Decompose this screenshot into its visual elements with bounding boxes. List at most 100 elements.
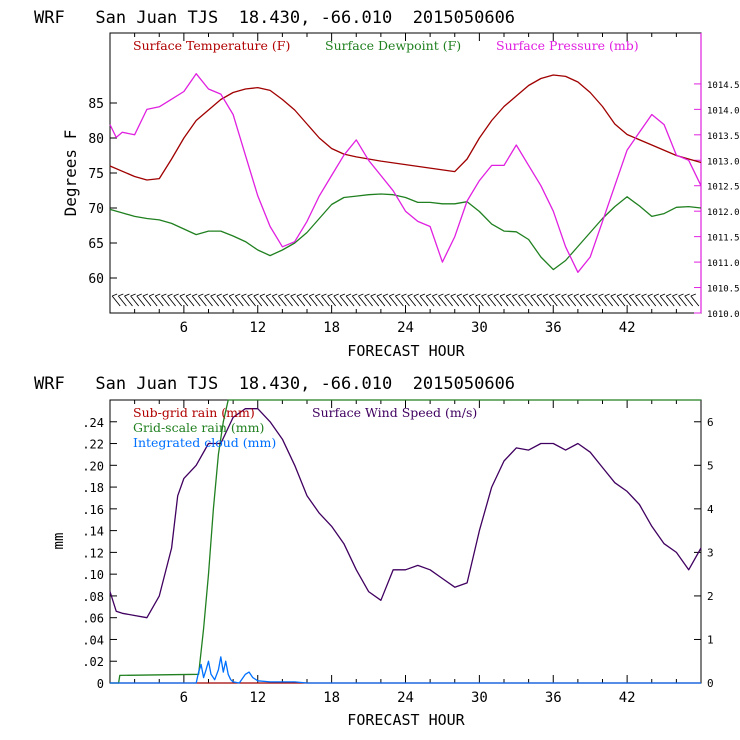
wind-barb bbox=[555, 295, 564, 307]
wind-barb-flag bbox=[192, 293, 198, 297]
wind-barb-flag bbox=[647, 293, 653, 297]
legend-grid-scale-rain: Grid-scale rain (mm) bbox=[133, 420, 264, 435]
wind-barb-flag bbox=[592, 293, 598, 297]
top-y-tick-label: 85 bbox=[88, 97, 104, 112]
wind-barb bbox=[653, 295, 663, 307]
wind-barb-flag bbox=[118, 293, 124, 297]
wind-barb-flag bbox=[635, 293, 641, 297]
wind-barb bbox=[622, 295, 632, 307]
bottom-y2-tick-label: 3 bbox=[707, 546, 714, 559]
wind-barb bbox=[518, 295, 527, 307]
wind-barb-flag bbox=[549, 293, 555, 297]
wind-barb bbox=[265, 295, 275, 307]
wind-barb bbox=[401, 295, 410, 307]
wind-barb-flag bbox=[376, 293, 383, 297]
wind-barb bbox=[216, 295, 226, 307]
bottom-y-tick-label: .04 bbox=[82, 633, 104, 647]
top-y2-tick-label: 1013.0 bbox=[707, 157, 740, 167]
bottom-series-lines bbox=[109, 399, 702, 684]
bottom-x-tick-label: 42 bbox=[619, 690, 636, 706]
wind-barb-flag bbox=[469, 293, 475, 297]
top-y2-tick-label: 1012.5 bbox=[707, 183, 740, 193]
wind-barb-flag bbox=[142, 293, 149, 297]
wind-barb-flag bbox=[302, 293, 309, 297]
wind-barb-flag bbox=[622, 293, 629, 297]
wind-barb bbox=[333, 295, 343, 307]
wind-barb bbox=[548, 295, 558, 307]
wind-barb-flag bbox=[185, 293, 192, 297]
bottom-chart-title: WRF San Juan TJS 18.430, -66.010 2015050… bbox=[34, 374, 515, 394]
wind-barb bbox=[185, 295, 195, 307]
wind-barb bbox=[154, 295, 164, 307]
wind-barb bbox=[475, 295, 484, 307]
wind-barb bbox=[222, 295, 232, 307]
wind-barb-flag bbox=[487, 293, 493, 297]
top-y-tick-label: 70 bbox=[88, 202, 104, 217]
wind-barb-flag bbox=[253, 293, 259, 297]
surface-dewpoint-f-line bbox=[109, 193, 702, 271]
bottom-y-tick-label: .24 bbox=[82, 416, 104, 430]
wind-barb-flag bbox=[352, 293, 358, 297]
wind-barb-flag bbox=[407, 293, 413, 297]
wind-barb-flag bbox=[210, 293, 216, 297]
wind-barb-flag bbox=[321, 293, 327, 297]
bottom-y-axis-label: mm bbox=[51, 533, 67, 550]
wind-barb bbox=[179, 295, 189, 307]
top-y2-tick-label: 1013.5 bbox=[707, 132, 740, 142]
top-y-tick-label: 75 bbox=[88, 167, 104, 182]
bottom-y2-tick-label: 5 bbox=[707, 459, 714, 472]
wind-barb bbox=[204, 295, 213, 307]
bottom-x-tick-label: 30 bbox=[471, 690, 488, 706]
wind-barb bbox=[684, 295, 694, 307]
top-y2-tick-label: 1011.0 bbox=[707, 259, 740, 269]
wind-barb bbox=[481, 295, 490, 307]
wind-barb-flag bbox=[198, 293, 204, 297]
top-y2-tick-label: 1010.5 bbox=[707, 285, 740, 295]
bottom-y-tick-label: .10 bbox=[82, 568, 104, 582]
top-y2-tick-label: 1011.5 bbox=[707, 234, 740, 244]
wind-barb-flag bbox=[247, 293, 253, 297]
wind-barb-flag bbox=[481, 293, 487, 297]
wind-barb bbox=[511, 295, 521, 307]
chart-bottom: WRF San Juan TJS 18.430, -66.010 2015050… bbox=[34, 374, 714, 729]
top-y2-ticks: 1010.0 1010.5 1011.0 1011.5 1012.0 1012.5 1013… bbox=[694, 81, 740, 320]
wind-barb-flag bbox=[438, 293, 444, 297]
wind-barb bbox=[468, 295, 478, 307]
wind-barb bbox=[641, 295, 650, 307]
top-x-tick-label: 24 bbox=[397, 320, 414, 336]
top-plot-frame bbox=[109, 32, 702, 314]
top-series-lines bbox=[109, 73, 702, 273]
wind-barb-flag bbox=[315, 293, 321, 297]
top-x-axis-label: FORECAST HOUR bbox=[347, 342, 465, 360]
top-y-tick-label: 80 bbox=[88, 132, 104, 147]
bottom-y2-tick-label: 1 bbox=[707, 633, 714, 646]
wind-barb-flag bbox=[370, 293, 376, 297]
wind-barb bbox=[672, 295, 681, 307]
wind-barb-flag bbox=[278, 293, 284, 297]
wind-barb-flag bbox=[432, 293, 438, 297]
top-x-ticks: 6 12 18 24 30 36 42 bbox=[134, 33, 677, 336]
bottom-y-ticks: 0 .02 .04 .06 .08 .10 .12 .14 .16 .18 .20 .22 .24 bbox=[82, 416, 117, 691]
legend-surface-wind-speed: Surface Wind Speed (m/s) bbox=[312, 405, 477, 420]
wind-barb-flag bbox=[259, 293, 266, 297]
wind-barb bbox=[561, 295, 570, 307]
wind-barb bbox=[308, 295, 318, 307]
wind-barb-flag bbox=[586, 293, 592, 297]
wind-barb-flag bbox=[382, 293, 389, 297]
wind-barb-flag bbox=[235, 293, 241, 297]
wind-barb bbox=[536, 295, 546, 307]
wind-barb-flag bbox=[561, 293, 567, 297]
wind-barb bbox=[413, 295, 423, 307]
wind-barb bbox=[598, 295, 607, 307]
wind-barb bbox=[579, 295, 589, 307]
wind-barb bbox=[499, 295, 509, 307]
wind-barb-flag bbox=[339, 293, 346, 297]
wind-barb-flag bbox=[678, 293, 684, 297]
wind-barb-flag bbox=[124, 293, 130, 297]
wind-barb-flag bbox=[308, 293, 315, 297]
wind-barb bbox=[210, 295, 220, 307]
wind-barb-flag bbox=[672, 293, 678, 297]
wind-barb bbox=[358, 295, 367, 307]
wind-barb-flag bbox=[567, 293, 573, 297]
wind-barb-flag bbox=[444, 293, 450, 297]
